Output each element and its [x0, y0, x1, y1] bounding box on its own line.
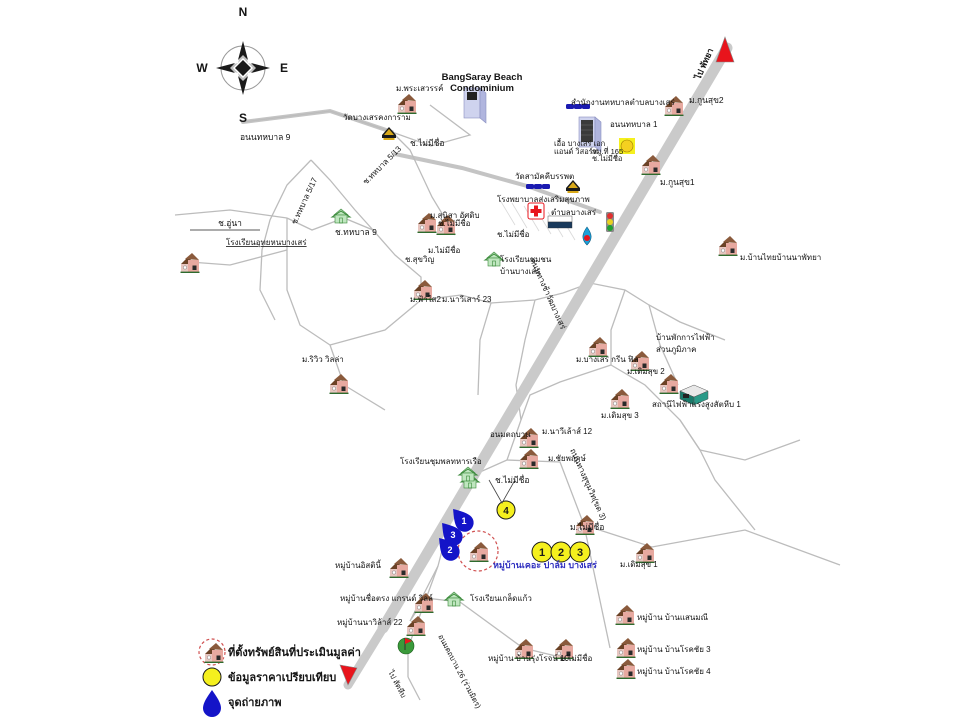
- svg-text:3: 3: [450, 530, 455, 540]
- svg-text:ช.ไม่มีชื่อ: ช.ไม่มีชื่อ: [495, 474, 530, 485]
- svg-text:ม.ไม่มีชื่อ: ม.ไม่มีชื่อ: [428, 244, 460, 255]
- svg-text:โรงพยาบาลส่งเสริมสุขภาพ: โรงพยาบาลส่งเสริมสุขภาพ: [497, 194, 590, 204]
- svg-text:อนมตถบาน 26 (ร่วมมิตร): อนมตถบาน 26 (ร่วมมิตร): [436, 633, 483, 711]
- svg-text:หมู่บ้าน บ้านรุ่งโรจน์ 10: หมู่บ้าน บ้านรุ่งโรจน์ 10: [488, 653, 569, 664]
- svg-text:ช.ไม่มีชื่อ: ช.ไม่มีชื่อ: [592, 153, 622, 163]
- svg-text:วัดสามัคคีบรรพต: วัดสามัคคีบรรพต: [515, 172, 574, 181]
- svg-text:โรงเรียนชุมชน: โรงเรียนชุมชน: [500, 254, 552, 264]
- svg-text:Condominium: Condominium: [450, 83, 514, 94]
- svg-text:หมู่บ้านนาวิล้าส์ 22: หมู่บ้านนาวิล้าส์ 22: [337, 617, 403, 628]
- svg-text:ม.นาวีเสาร์ 23: ม.นาวีเสาร์ 23: [442, 294, 492, 304]
- svg-text:ช.ทหบาล 5/13: ช.ทหบาล 5/13: [361, 144, 403, 186]
- svg-text:3: 3: [577, 547, 583, 559]
- svg-text:ม.สุนิสา อัศดิบ: ม.สุนิสา อัศดิบ: [430, 211, 480, 220]
- svg-text:โรงเรียนอุทยหนบางเสร่: โรงเรียนอุทยหนบางเสร่: [226, 237, 307, 247]
- svg-text:หมู่บ้าน บ้านแสนมณี: หมู่บ้าน บ้านแสนมณี: [637, 613, 709, 623]
- svg-text:ช.ทหบาล 9: ช.ทหบาล 9: [335, 227, 377, 237]
- svg-text:หมู่บ้าน บ้านโรคชัย 4: หมู่บ้าน บ้านโรคชัย 4: [637, 666, 711, 677]
- svg-text:หมู่บ้านอิสตินี้: หมู่บ้านอิสตินี้: [335, 559, 382, 571]
- svg-text:โรงเรียนเกล็ดแก้ว: โรงเรียนเกล็ดแก้ว: [470, 593, 532, 603]
- svg-text:ที่ตั้งทรัพย์สินที่ประเมินมูลค: ที่ตั้งทรัพย์สินที่ประเมินมูลค่า: [228, 644, 361, 660]
- svg-text:ไป สัตหีบ: ไป สัตหีบ: [386, 668, 409, 700]
- svg-text:ม.ไม่มีชื่อ: ม.ไม่มีชื่อ: [560, 652, 592, 663]
- svg-text:อนนทหบาล 9: อนนทหบาล 9: [240, 132, 291, 142]
- svg-text:หมู่บ้านชื่อตรง แกรนด์ วิลล์: หมู่บ้านชื่อตรง แกรนด์ วิลล์: [340, 592, 433, 604]
- svg-text:ม.ไม่มีชื่อ: ม.ไม่มีชื่อ: [570, 521, 604, 532]
- svg-text:ม.กูนสุข2: ม.กูนสุข2: [689, 95, 724, 106]
- svg-text:2: 2: [447, 545, 452, 555]
- svg-text:ม.ฟ้าใส2: ม.ฟ้าใส2: [410, 295, 441, 304]
- svg-text:ม.ริวิว วิลล่า: ม.ริวิว วิลล่า: [302, 355, 344, 364]
- svg-text:หมู่บ้านเคอะ ปาล์ม บางเสร่: หมู่บ้านเคอะ ปาล์ม บางเสร่: [493, 559, 597, 571]
- svg-text:ม.กูนสุข1: ม.กูนสุข1: [660, 177, 695, 188]
- svg-text:2: 2: [558, 547, 564, 559]
- svg-text:ส่วนภูมิภาค: ส่วนภูมิภาค: [656, 345, 697, 355]
- svg-text:ม.บางเสร่ กรีน ฟิล: ม.บางเสร่ กรีน ฟิล: [576, 355, 639, 364]
- svg-text:ช.ไม่มีชื่อ: ช.ไม่มีชื่อ: [497, 228, 530, 239]
- svg-text:โรงเรียนชุมพลทหารเรือ: โรงเรียนชุมพลทหารเรือ: [400, 456, 482, 466]
- svg-text:ม.เดิมสุข 2: ม.เดิมสุข 2: [627, 367, 665, 376]
- svg-text:หมู่บ้าน บ้านโรคชัย 3: หมู่บ้าน บ้านโรคชัย 3: [637, 644, 711, 655]
- svg-text:N: N: [239, 5, 248, 19]
- svg-text:W: W: [196, 61, 208, 75]
- svg-text:ม.นาวีเล้าส์ 12: ม.นาวีเล้าส์ 12: [542, 426, 593, 436]
- svg-text:E: E: [280, 61, 288, 75]
- svg-text:ถนนทางช้าวัฒบางเสร่: ถนนทางช้าวัฒบางเสร่: [528, 257, 568, 331]
- svg-text:ช.ทหบาล 5/17: ช.ทหบาล 5/17: [290, 176, 320, 226]
- svg-text:บ้านพักการไฟฟ้า: บ้านพักการไฟฟ้า: [656, 333, 715, 342]
- svg-text:อนมตถบาน: อนมตถบาน: [490, 430, 531, 439]
- svg-text:1: 1: [461, 516, 466, 526]
- svg-text:ช.อู่นา: ช.อู่นา: [218, 218, 242, 229]
- svg-text:ม.เดิมสุข 1: ม.เดิมสุข 1: [620, 560, 658, 569]
- svg-text:1: 1: [539, 547, 545, 559]
- svg-text:สถานีไฟฟ้าแรงสูงสัตหีบ 1: สถานีไฟฟ้าแรงสูงสัตหีบ 1: [652, 400, 741, 410]
- svg-text:สำนักงานทหบาลตำบลบางเสร่: สำนักงานทหบาลตำบลบางเสร่: [571, 98, 675, 107]
- svg-text:ม.เดิมสุข 3: ม.เดิมสุข 3: [601, 411, 639, 420]
- svg-text:BangSaray Beach: BangSaray Beach: [442, 72, 523, 83]
- svg-text:วัดบางเสรคงการาม: วัดบางเสรคงการาม: [343, 113, 411, 122]
- svg-text:อนนทหบาล 1: อนนทหบาล 1: [610, 120, 658, 129]
- svg-text:จุดถ่ายภาพ: จุดถ่ายภาพ: [228, 697, 282, 710]
- svg-text:S: S: [239, 111, 247, 125]
- svg-text:ตำบลบางเสร่: ตำบลบางเสร่: [551, 208, 597, 217]
- svg-text:ช.ไม่มีชื่อ: ช.ไม่มีชื่อ: [410, 137, 445, 148]
- svg-text:ม.พระเสวรรค์: ม.พระเสวรรค์: [396, 83, 443, 93]
- svg-text:ข้อมูลราคาเปรียบเทียบ: ข้อมูลราคาเปรียบเทียบ: [228, 671, 336, 685]
- svg-text:4: 4: [503, 506, 509, 517]
- svg-text:ม.บ้านไทยบ้านนาพัทยา: ม.บ้านไทยบ้านนาพัทยา: [740, 253, 821, 262]
- svg-text:ถนนทางสุขุมวิท(ขด 3): ถนนทางสุขุมวิท(ขด 3): [568, 447, 608, 522]
- svg-text:ช.สุขวิญ: ช.สุขวิญ: [405, 255, 434, 264]
